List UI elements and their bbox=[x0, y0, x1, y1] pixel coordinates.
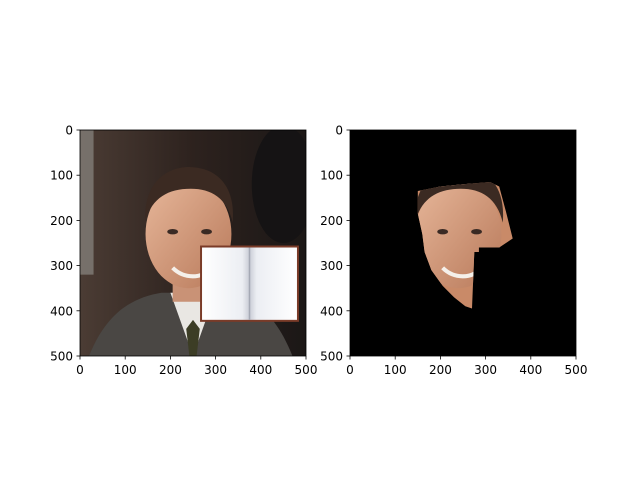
x-tick-label: 200 bbox=[429, 363, 452, 377]
axes-frame bbox=[349, 129, 577, 357]
left-eye bbox=[167, 228, 179, 235]
y-tick-label: 0 bbox=[65, 124, 73, 138]
x-tick-label: 500 bbox=[565, 363, 588, 377]
x-tick-label: 100 bbox=[384, 363, 407, 377]
x-tick-label: 400 bbox=[519, 363, 542, 377]
x-tick-label: 400 bbox=[249, 363, 272, 377]
photo-background-person bbox=[251, 130, 306, 243]
right-eye bbox=[201, 228, 212, 235]
photo-left-figure bbox=[80, 130, 94, 275]
x-tick-label: 0 bbox=[76, 363, 84, 377]
y-tick-label: 400 bbox=[50, 304, 73, 318]
y-tick-label: 100 bbox=[320, 169, 343, 183]
masked-face-image bbox=[350, 130, 576, 356]
x-tick-label: 500 bbox=[295, 363, 318, 377]
y-tick-label: 200 bbox=[320, 214, 343, 228]
y-tick-label: 400 bbox=[320, 304, 343, 318]
x-tick-label: 300 bbox=[474, 363, 497, 377]
x-tick-label: 300 bbox=[204, 363, 227, 377]
necktie bbox=[186, 319, 200, 356]
axes-frame bbox=[79, 129, 307, 357]
y-tick-label: 500 bbox=[50, 350, 73, 364]
portrait-image bbox=[80, 130, 306, 356]
book-occluder bbox=[200, 245, 299, 322]
y-tick-label: 200 bbox=[50, 214, 73, 228]
y-tick-label: 300 bbox=[50, 259, 73, 273]
y-tick-label: 100 bbox=[50, 169, 73, 183]
y-tick-label: 0 bbox=[335, 124, 343, 138]
y-tick-label: 300 bbox=[320, 259, 343, 273]
x-tick-label: 0 bbox=[346, 363, 354, 377]
x-tick-label: 100 bbox=[114, 363, 137, 377]
y-tick-label: 500 bbox=[320, 350, 343, 364]
hair bbox=[145, 167, 234, 223]
x-tick-label: 200 bbox=[159, 363, 182, 377]
